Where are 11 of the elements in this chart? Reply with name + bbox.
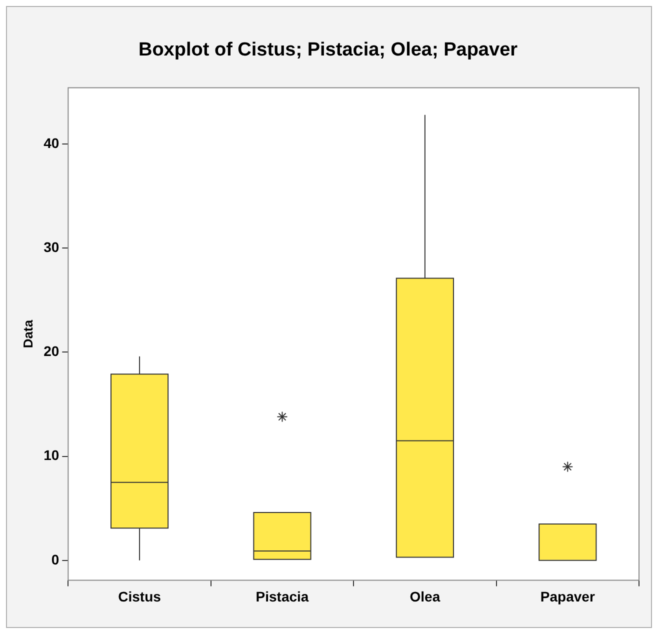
x-tick-label: Cistus [118, 588, 162, 604]
x-tick-label: Pistacia [256, 588, 309, 604]
y-tick-label: 10 [44, 447, 60, 464]
x-tick-label: Papaver [540, 588, 596, 604]
y-axis-title: Data [20, 319, 36, 348]
y-tick-label: 40 [44, 134, 60, 151]
y-tick-label: 30 [44, 238, 60, 255]
x-tick-label: Olea [410, 588, 440, 604]
y-tick-label: 0 [51, 551, 60, 568]
y-tick-label: 20 [44, 343, 60, 360]
chart-title: Boxplot of Cistus; Pistacia; Olea; Papaver [138, 40, 518, 61]
